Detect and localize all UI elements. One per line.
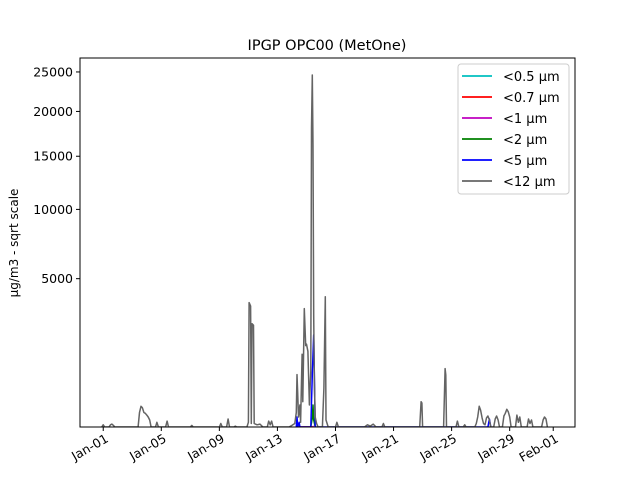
series-line-4: [295, 334, 492, 427]
x-tick-label: Jan-21: [358, 431, 401, 464]
y-axis-label: µg/m3 - sqrt scale: [7, 189, 21, 298]
y-tick-label: 15000: [33, 149, 73, 164]
x-tick-label: Feb-01: [516, 431, 560, 465]
x-tick-label: Jan-09: [184, 431, 227, 464]
x-tick-label: Jan-25: [416, 431, 459, 464]
x-tick-label: Jan-29: [474, 431, 517, 464]
legend-entry: <5 µm: [503, 154, 547, 169]
x-tick-label: Jan-01: [68, 431, 111, 464]
legend-entry: <12 µm: [503, 175, 556, 190]
x-tick-label: Jan-17: [300, 431, 343, 464]
legend-entry: <0.7 µm: [503, 91, 560, 106]
y-tick-label: 5000: [41, 271, 73, 286]
x-tick-label: Jan-05: [126, 431, 169, 464]
series-line-3: [310, 404, 316, 427]
x-tick-label: Jan-13: [242, 431, 285, 464]
legend-entry: <2 µm: [503, 133, 547, 148]
y-tick-label: 25000: [33, 64, 73, 79]
plot-frame: [79, 57, 576, 428]
chart-title: IPGP OPC00 (MetOne): [248, 38, 407, 54]
legend: <0.5 µm <0.7 µm <1 µm <2 µm <5 µm <12 µm: [457, 63, 570, 195]
y-tick-label: 20000: [33, 104, 73, 119]
legend-entry: <1 µm: [503, 112, 547, 127]
y-tick-label: 10000: [33, 202, 73, 217]
legend-entry: <0.5 µm: [503, 70, 560, 85]
